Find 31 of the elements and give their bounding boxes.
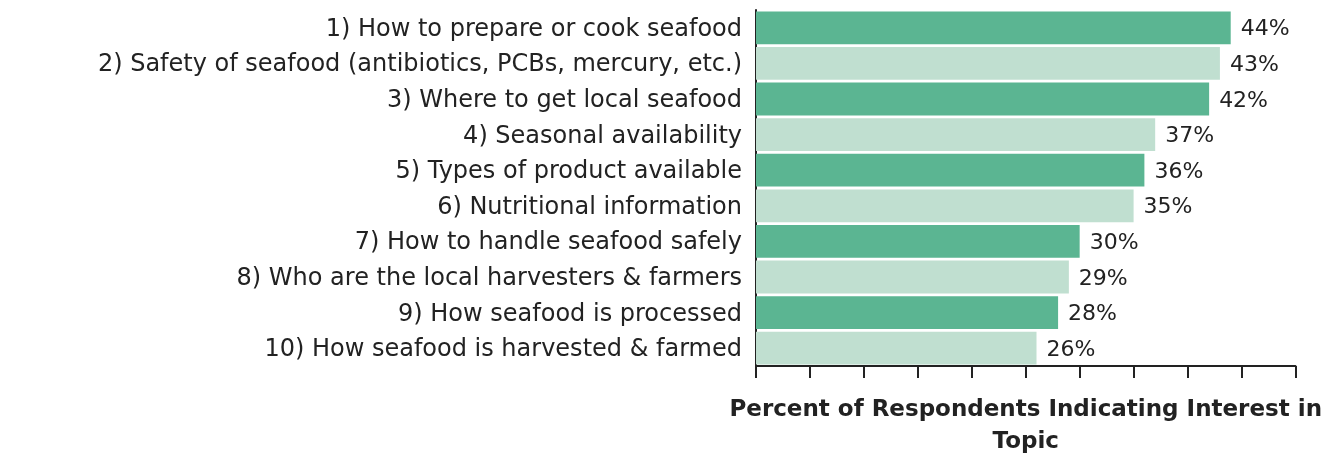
y-tick-label: 1) How to prepare or cook seafood — [325, 13, 742, 42]
data-label: 29% — [1078, 264, 1128, 290]
bar — [756, 118, 1156, 151]
bar — [756, 189, 1134, 223]
y-tick-label: 8) Who are the local harvesters & farmers — [236, 263, 742, 291]
y-tick-label: 10) How seafood is harvested & farmed — [264, 334, 742, 363]
data-label: 42% — [1219, 86, 1269, 112]
data-label: 36% — [1154, 157, 1204, 183]
bar — [756, 225, 1080, 258]
y-tick-label: 3) Where to get local seafood — [386, 85, 742, 113]
bar — [756, 47, 1220, 80]
bar — [756, 153, 1145, 187]
data-label: 35% — [1143, 193, 1193, 219]
bar — [756, 82, 1210, 116]
data-label: 28% — [1068, 300, 1117, 326]
x-axis-title: Percent of Respondents Indicating Interest in Topic — [729, 395, 1323, 453]
bar — [756, 11, 1231, 45]
bar — [756, 296, 1059, 329]
y-tick-label: 5) Types of product available — [395, 156, 742, 185]
bar — [756, 260, 1069, 294]
bar — [756, 331, 1037, 365]
data-label: 26% — [1046, 335, 1096, 361]
data-label: 44% — [1240, 15, 1290, 41]
y-tick-label: 2) Safety of seafood (antibiotics, PCBs, mercury, etc.) — [97, 49, 742, 78]
y-tick-label: 6) Nutritional information — [437, 191, 742, 220]
data-label: 37% — [1165, 122, 1215, 148]
data-label: 30% — [1089, 228, 1139, 254]
y-tick-label: 7) How to handle seafood safely — [354, 227, 742, 256]
y-tick-label: 9) How seafood is processed — [398, 298, 742, 327]
data-label: 43% — [1229, 50, 1279, 76]
y-tick-label: 4) Seasonal availability — [463, 120, 742, 149]
